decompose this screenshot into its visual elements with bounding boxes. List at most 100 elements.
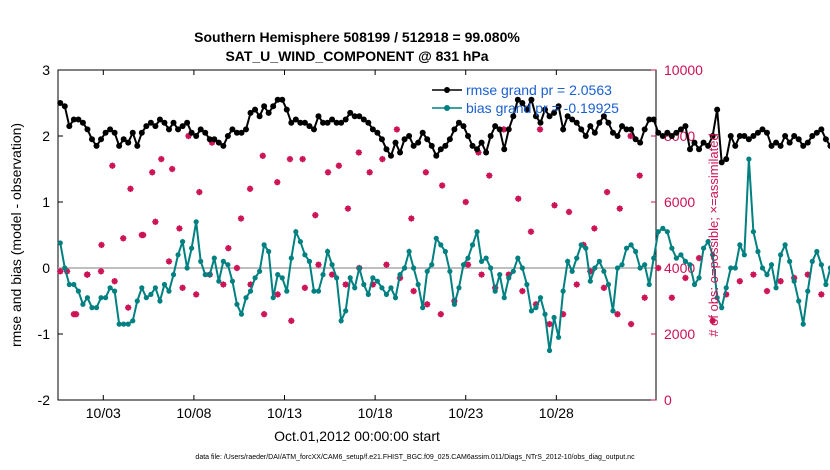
rmse-point <box>387 152 394 159</box>
bias-point <box>524 281 530 288</box>
rmse-point <box>664 129 671 136</box>
bias-point <box>506 275 512 281</box>
rmse-point <box>646 116 653 123</box>
bias-point <box>306 258 313 264</box>
bias-point <box>352 285 358 291</box>
bias-point <box>130 318 136 324</box>
bias-point <box>777 252 784 258</box>
bias-point <box>388 285 394 291</box>
bias-point <box>787 258 793 264</box>
obs-assimilated-mark-ring <box>604 189 610 196</box>
bias-point <box>664 229 670 235</box>
bias-point <box>483 255 489 261</box>
rmse-point <box>560 126 567 133</box>
rmse-point <box>202 129 209 136</box>
bias-point <box>266 248 272 255</box>
bias-point <box>759 265 766 271</box>
rmse-point <box>338 119 345 126</box>
bias-point <box>474 229 480 235</box>
bias-point <box>320 272 326 278</box>
rmse-point <box>424 136 431 143</box>
bias-series <box>57 156 830 354</box>
obs-possible-mark-ring <box>777 278 784 285</box>
rmse-point <box>211 136 218 143</box>
bias-point <box>356 265 362 271</box>
rmse-point <box>428 142 435 149</box>
rmse-point <box>786 139 793 146</box>
rmse-point <box>365 119 372 126</box>
bias-point <box>809 258 815 264</box>
bias-point <box>827 265 830 271</box>
bias-point <box>492 288 498 294</box>
bias-point <box>220 258 226 264</box>
bias-point <box>270 295 276 301</box>
obs-possible-mark-ring <box>234 265 240 271</box>
y-tick-label-left: 3 <box>42 62 50 78</box>
rmse-point <box>61 103 68 110</box>
bias-point <box>143 295 149 301</box>
bias-point <box>252 275 258 281</box>
obs-possible-mark-ring <box>410 288 417 295</box>
rmse-point <box>165 126 172 133</box>
obs-assimilated-mark-ring <box>196 189 203 196</box>
obs-possible-mark-ring <box>342 281 349 288</box>
rmse-point <box>206 136 213 143</box>
rmse-point <box>233 129 240 136</box>
bias-point <box>637 265 643 271</box>
obs-possible-mark-ring <box>682 275 689 281</box>
chart-title-line2: SAT_U_WIND_COMPONENT @ 831 hPa <box>225 48 488 64</box>
rmse-point <box>98 136 105 143</box>
obs-possible-mark-ring <box>152 218 159 225</box>
bias-point <box>107 285 113 291</box>
rmse-point <box>378 136 385 143</box>
bias-point <box>818 262 824 268</box>
obs-assimilated-mark-ring <box>345 205 351 212</box>
bias-point <box>737 242 743 248</box>
obs-assimilated-mark-ring <box>312 212 319 219</box>
obs-assimilated-mark-ring <box>287 156 293 163</box>
obs-possible-mark-ring <box>166 258 172 265</box>
obs-possible-mark-ring <box>98 268 104 275</box>
rmse-point <box>555 103 562 110</box>
bias-point <box>438 242 444 248</box>
bias-point <box>329 262 335 268</box>
rmse-point <box>632 136 639 143</box>
rmse-point <box>292 116 299 123</box>
bias-point <box>823 281 829 288</box>
bias-point <box>293 229 299 235</box>
bias-point <box>211 255 217 261</box>
rmse-point <box>197 126 204 133</box>
rmse-point <box>641 126 648 133</box>
rmse-point <box>455 119 462 126</box>
legend: rmse grand pr = 2.0563 bias grand pr = -… <box>432 82 619 116</box>
bias-point <box>678 252 684 258</box>
chart-title-line1: Southern Hemisphere 508199 / 512918 = 99… <box>194 29 520 45</box>
bias-point <box>764 272 770 278</box>
bias-point <box>601 268 607 274</box>
rmse-point <box>315 113 322 120</box>
rmse-point <box>528 96 535 103</box>
rmse-point <box>297 119 304 126</box>
obs-possible-mark-ring <box>750 271 757 278</box>
y-tick-label-left: 2 <box>42 128 50 144</box>
rmse-point <box>224 133 231 139</box>
rmse-point <box>79 119 86 126</box>
bias-point <box>533 305 539 311</box>
bias-point <box>433 235 439 241</box>
obs-possible-mark-ring <box>274 291 281 298</box>
rmse-point <box>310 126 317 133</box>
rmse-point <box>397 149 404 156</box>
obs-possible-mark-ring <box>668 294 675 301</box>
bias-point <box>302 252 308 258</box>
bias-point <box>315 288 322 294</box>
y-tick-label-right: 2000 <box>664 326 695 342</box>
rmse-point <box>383 146 390 153</box>
obs-possible-mark-ring <box>628 321 634 328</box>
obs-assimilated-mark-ring <box>120 235 127 242</box>
rmse-point <box>673 129 680 136</box>
obs-assimilated-mark-ring <box>238 215 244 222</box>
rmse-point <box>718 159 725 166</box>
obs-assimilated-mark-ring <box>225 245 232 252</box>
obs-assimilated-mark-ring <box>616 205 623 212</box>
